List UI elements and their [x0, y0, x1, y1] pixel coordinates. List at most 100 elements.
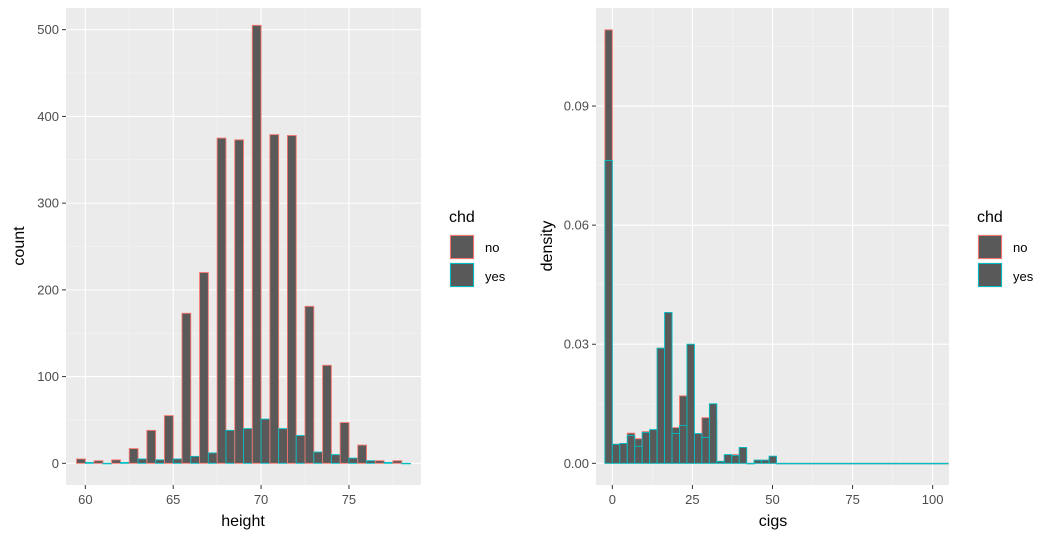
bar-no [146, 429, 157, 464]
right-legend-title: chd [977, 209, 1003, 226]
bar-no [322, 364, 332, 464]
bar-yes [791, 462, 800, 465]
right-x-ticks: 0 25 50 75 100 [609, 485, 944, 507]
y-tick-label: 500 [37, 22, 59, 37]
bar-yes [746, 462, 755, 465]
bar-yes [873, 462, 882, 465]
bar-yes [828, 462, 837, 465]
y-tick-label: 0.00 [564, 456, 589, 471]
bar-yes [155, 459, 165, 464]
bar-yes [753, 459, 763, 464]
left-legend: chd no yes [449, 209, 506, 288]
bar-yes [330, 454, 341, 464]
bar-yes [805, 462, 815, 465]
left-legend-swatch-no [450, 235, 474, 259]
left-y-axis-title: count [11, 226, 28, 266]
y-tick-label: 0.06 [564, 218, 589, 233]
bar-yes [102, 462, 113, 465]
bar-yes [383, 462, 394, 464]
right-y-ticks: 0.00 0.03 0.06 0.09 [564, 99, 596, 471]
bar-yes [278, 428, 288, 464]
bar-yes [761, 459, 770, 464]
right-legend-swatch-no [978, 235, 1002, 259]
right-legend-swatch-yes [978, 263, 1002, 287]
right-legend-label-yes: yes [1013, 269, 1034, 284]
bar-yes [895, 462, 904, 465]
right-legend: chd no yes [977, 209, 1034, 288]
right-legend-label-no: no [1013, 240, 1027, 255]
bar-yes [679, 425, 688, 464]
bar-yes [626, 435, 636, 464]
right-chart: 0 25 50 75 100 0.00 0.03 0.06 0.09 cigs density… [539, 8, 1034, 530]
bar-yes [401, 462, 411, 465]
bar-no [199, 272, 209, 464]
bar-no [269, 134, 280, 464]
left-x-ticks: 60 65 70 75 [78, 485, 356, 507]
bar-yes [858, 462, 867, 465]
bar-yes [716, 460, 725, 464]
x-tick-label: 75 [342, 492, 356, 507]
bar-yes [260, 418, 271, 464]
bar-yes [701, 437, 710, 464]
bar-yes [917, 462, 927, 465]
bar-no [392, 460, 403, 464]
bar-yes [902, 462, 912, 465]
bar-yes [731, 454, 740, 464]
right-bars [604, 29, 949, 465]
bar-yes [768, 455, 777, 464]
left-x-axis-title: height [221, 513, 265, 530]
bar-yes [835, 462, 845, 465]
bar-yes [910, 462, 919, 465]
x-tick-label: 25 [685, 492, 699, 507]
bar-yes [813, 462, 822, 465]
x-tick-label: 70 [254, 492, 268, 507]
bar-no [93, 460, 104, 464]
bar-no [128, 448, 139, 464]
bar-yes [84, 462, 95, 464]
bar-yes [693, 433, 703, 464]
bar-yes [137, 458, 148, 464]
bar-yes [880, 462, 889, 465]
bar-yes [820, 462, 830, 465]
bar-yes [738, 446, 748, 464]
bar-no [234, 139, 244, 464]
left-legend-label-yes: yes [485, 269, 506, 284]
bar-yes [611, 443, 621, 464]
bar-yes [776, 462, 785, 465]
bar-yes [888, 462, 897, 465]
bar-yes [798, 462, 807, 465]
bar-yes [932, 462, 942, 465]
left-y-ticks: 0 100 200 300 400 500 [37, 22, 66, 471]
bar-yes [865, 462, 875, 465]
bar-no [286, 135, 297, 464]
bar-no [76, 458, 86, 464]
bar-no [163, 415, 174, 464]
bar-yes [313, 451, 324, 464]
x-tick-label: 75 [845, 492, 859, 507]
y-tick-label: 200 [37, 282, 59, 297]
right-y-axis-title: density [539, 221, 556, 272]
bar-yes [686, 343, 695, 464]
bar-yes [664, 312, 673, 464]
x-tick-label: 50 [765, 492, 779, 507]
bar-yes [225, 429, 236, 464]
bar-yes [172, 458, 183, 464]
bar-yes [783, 462, 792, 465]
left-legend-title: chd [449, 209, 475, 226]
bar-yes [671, 433, 680, 464]
x-tick-label: 60 [78, 492, 92, 507]
bar-no [339, 422, 350, 464]
bar-yes [940, 462, 949, 465]
bar-yes [656, 347, 666, 464]
bar-no [111, 459, 121, 464]
left-legend-label-no: no [485, 240, 499, 255]
bar-yes [925, 462, 934, 465]
bar-yes [708, 403, 718, 464]
bar-no [304, 305, 315, 464]
left-chart: 60 65 70 75 0 100 200 300 400 500 height count c… [11, 8, 506, 530]
bar-yes [634, 445, 643, 464]
bar-yes [850, 462, 860, 465]
bar-yes [723, 454, 733, 464]
bar-yes [843, 462, 852, 465]
